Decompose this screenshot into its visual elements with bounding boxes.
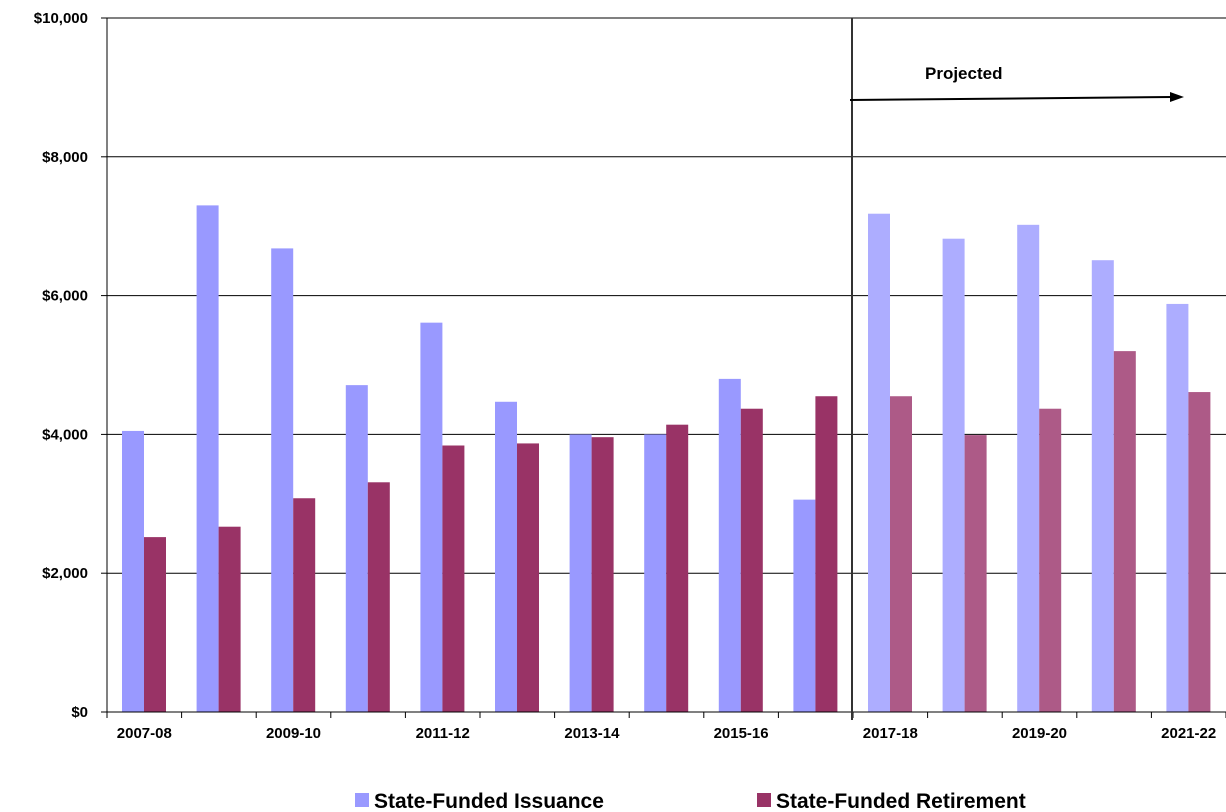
y-tick-label-1: $2,000	[42, 565, 88, 582]
y-tick-labels: $0 $2,000 $4,000 $6,000 $8,000 $10,000	[34, 10, 88, 721]
legend-label-retirement: State-Funded Retirement	[776, 790, 1026, 812]
y-tick-label-2: $4,000	[42, 426, 88, 443]
bar-issuance-2008-09	[196, 205, 219, 712]
bar-issuance-2020-21	[1091, 260, 1114, 712]
legend-swatch-retirement	[757, 793, 771, 807]
bar-issuance-2013-14	[569, 434, 592, 712]
bar-retirement-2009-10	[293, 498, 316, 712]
projected-arrow-line	[849, 96, 1173, 101]
bar-retirement-2008-09	[218, 526, 241, 712]
bar-retirement-2015-16	[740, 408, 763, 712]
bar-issuance-2015-16	[718, 378, 741, 712]
bar-retirement-2012-13	[517, 443, 539, 712]
legend: State-Funded Issuance State-Funded Retir…	[355, 790, 1026, 812]
x-tick-label-2007-08: 2007-08	[117, 725, 172, 742]
bar-retirement-2011-12	[442, 445, 465, 712]
projected-arrow-head	[1170, 92, 1184, 102]
projected-label: Projected	[925, 64, 1002, 83]
axes	[101, 17, 1226, 718]
bar-retirement-2017-18	[890, 396, 912, 712]
bars	[122, 205, 1211, 712]
bar-issuance-2011-12	[420, 322, 443, 712]
bar-issuance-2010-11	[345, 385, 368, 712]
bar-issuance-2021-22	[1166, 303, 1189, 712]
x-tick-label-2015-16: 2015-16	[714, 725, 769, 742]
legend-swatch-issuance	[355, 793, 369, 807]
bar-issuance-2014-15	[644, 434, 667, 712]
bar-retirement-2016-17	[815, 396, 838, 712]
bar-retirement-2019-20	[1039, 408, 1062, 712]
bar-retirement-2014-15	[666, 424, 689, 712]
bar-issuance-2012-13	[495, 401, 517, 712]
bar-issuance-2019-20	[1017, 224, 1040, 712]
bar-retirement-2007-08	[144, 537, 166, 712]
y-tick-label-0: $0	[71, 704, 88, 721]
legend-label-issuance: State-Funded Issuance	[374, 790, 604, 812]
x-tick-label-2009-10: 2009-10	[266, 725, 321, 742]
bar-retirement-2010-11	[367, 482, 390, 712]
x-tick-labels: 2007-08 2009-10 2011-12 2013-14 2015-16 2017-…	[117, 725, 1216, 742]
y-tick-label-5: $10,000	[34, 10, 88, 27]
bar-retirement-2018-19	[964, 435, 987, 712]
bar-issuance-2018-19	[942, 238, 965, 712]
bar-issuance-2017-18	[868, 213, 890, 712]
bar-retirement-2020-21	[1113, 351, 1136, 712]
x-tick-label-2011-12: 2011-12	[416, 725, 470, 742]
x-tick-label-2017-18: 2017-18	[863, 725, 918, 742]
y-tick-label-3: $6,000	[42, 288, 88, 305]
bar-issuance-2009-10	[271, 248, 294, 712]
x-tick-label-2021-22: 2021-22	[1161, 725, 1216, 742]
bar-retirement-2013-14	[591, 437, 614, 712]
bar-retirement-2021-22	[1188, 392, 1211, 712]
bar-issuance-2016-17	[793, 499, 816, 712]
y-tick-label-4: $8,000	[42, 149, 88, 166]
x-tick-label-2013-14: 2013-14	[564, 725, 620, 742]
x-tick-label-2019-20: 2019-20	[1012, 725, 1067, 742]
bar-issuance-2007-08	[122, 430, 144, 712]
projected-annotation: Projected	[849, 18, 1184, 720]
